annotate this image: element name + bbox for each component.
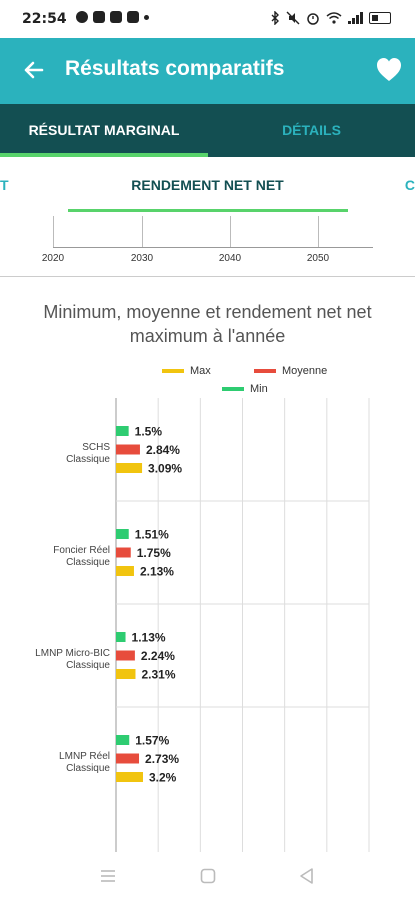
bar-min[interactable] [116, 735, 130, 745]
app-bar: Résultats comparatifs [0, 38, 415, 104]
timeline-tick [142, 216, 143, 247]
bar-max[interactable] [116, 463, 143, 473]
timeline-tick [230, 216, 231, 247]
back-triangle-icon[interactable] [297, 866, 317, 886]
category-label-line: LMNP Réel [59, 751, 110, 762]
category-label-line: Classique [66, 763, 110, 774]
data-label: 1.57% [135, 734, 169, 748]
data-label: 3.2% [149, 771, 177, 785]
data-label: 2.13% [140, 565, 174, 579]
bar-chart: 1.5% 2.84% 3.09% 1.51% 1.75% 2.13% 1.13% 2.24% 2… [0, 396, 415, 852]
bar-moyenne[interactable] [116, 444, 140, 455]
timeline-tick [53, 216, 54, 247]
data-label: 2.31% [141, 668, 175, 682]
tab-resultat-marginal[interactable]: RÉSULTAT MARGINAL [28, 122, 180, 138]
legend-label: Max [190, 365, 211, 377]
section-divider [0, 276, 415, 277]
battery-icon [369, 12, 391, 24]
sub-tabs: T RENDEMENT NET NET C [0, 160, 415, 210]
data-label: 1.5% [135, 425, 163, 439]
active-tab-indicator [0, 153, 208, 157]
timeline-range-bar[interactable] [68, 209, 348, 212]
bar-min[interactable] [116, 632, 126, 642]
category-label: Foncier Réel Classique [53, 545, 110, 569]
chart-legend: Max Moyenne Min [0, 365, 415, 395]
status-bar: 22:54 [0, 0, 415, 38]
timeline-label: 2030 [130, 253, 154, 264]
status-time: 22:54 [22, 11, 67, 27]
pinterest-icon [76, 11, 88, 23]
home-square-icon[interactable] [198, 866, 218, 886]
bluetooth-icon [271, 11, 279, 25]
heart-icon[interactable] [375, 56, 403, 84]
mute-icon [286, 11, 300, 25]
bar-max[interactable] [116, 669, 136, 679]
legend-label: Moyenne [282, 365, 328, 377]
signal-icon [348, 12, 363, 24]
tab-details[interactable]: DÉTAILS [282, 122, 341, 138]
alarm-icon [307, 13, 319, 25]
category-label-line: Foncier Réel [53, 545, 110, 556]
status-system-icons [270, 11, 391, 25]
legend-swatch [254, 369, 276, 373]
youtube-icon [93, 11, 105, 23]
data-label: 1.51% [135, 528, 169, 542]
subtab-previous[interactable]: T [0, 177, 9, 193]
main-tabs: RÉSULTAT MARGINAL DÉTAILS [0, 104, 415, 157]
bar-max[interactable] [116, 772, 143, 782]
wifi-icon [326, 12, 342, 24]
timeline-label: 2020 [41, 253, 65, 264]
timeline-tick [318, 216, 319, 247]
data-label: 2.24% [141, 649, 175, 663]
timeline-label: 2050 [306, 253, 330, 264]
data-label: 1.75% [137, 546, 171, 560]
bar-max[interactable] [116, 566, 134, 576]
timeline-axis [53, 247, 373, 248]
arrow-left-icon[interactable] [20, 56, 48, 84]
data-label: 2.84% [146, 443, 180, 457]
category-label-line: LMNP Micro-BIC [35, 648, 110, 659]
system-nav-bar [0, 852, 415, 900]
chart-canvas: 1.5% 2.84% 3.09% 1.51% 1.75% 2.13% 1.13% 2.24% 2… [115, 398, 370, 852]
subtab-next[interactable]: C [404, 177, 415, 193]
subtab-rendement-net-net[interactable]: RENDEMENT NET NET [131, 177, 284, 193]
data-label: 3.09% [148, 462, 182, 476]
page-title: Résultats comparatifs [65, 57, 285, 80]
status-notification-icons [76, 11, 149, 23]
category-label: SCHS Classique [66, 442, 110, 466]
legend-swatch [162, 369, 184, 373]
menu-icon[interactable] [98, 866, 118, 886]
bar-moyenne[interactable] [116, 650, 135, 661]
legend-swatch [222, 387, 244, 391]
dot-icon [144, 14, 149, 20]
data-label: 1.13% [132, 631, 166, 645]
legend-label: Min [250, 383, 268, 395]
app-icon [127, 11, 139, 23]
legend-item-max: Max [162, 365, 211, 377]
bar-moyenne[interactable] [116, 753, 140, 764]
timeline-label: 2040 [218, 253, 242, 264]
bar-moyenne[interactable] [116, 547, 131, 558]
category-label-line: Classique [66, 454, 110, 465]
chart-title: Minimum, moyenne et rendement net net ma… [43, 302, 372, 346]
legend-item-min: Min [222, 383, 268, 395]
category-label-line: Classique [66, 660, 110, 671]
data-label: 2.73% [145, 752, 179, 766]
category-label: LMNP Réel Classique [59, 751, 110, 775]
bar-min[interactable] [116, 426, 129, 436]
instagram-icon [110, 11, 122, 23]
bar-min[interactable] [116, 529, 129, 539]
category-label: LMNP Micro-BIC Classique [35, 648, 110, 672]
category-label-line: SCHS [82, 442, 110, 453]
category-label-line: Classique [66, 557, 110, 568]
legend-item-moyenne: Moyenne [254, 365, 327, 377]
